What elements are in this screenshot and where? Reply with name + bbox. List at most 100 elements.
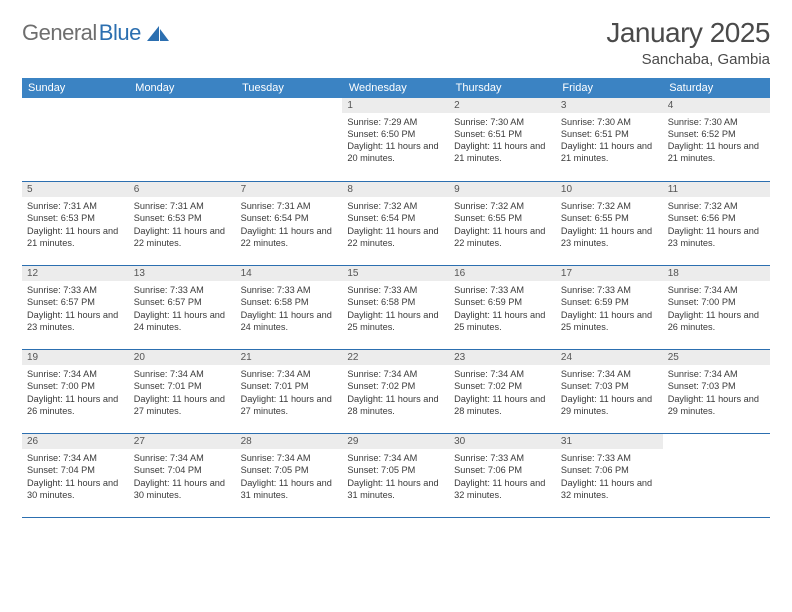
cell-line: Sunset: 6:51 PM (561, 128, 658, 140)
calendar-cell: 21Sunrise: 7:34 AMSunset: 7:01 PMDayligh… (236, 350, 343, 434)
cell-line: Daylight: 11 hours and 25 minutes. (561, 309, 658, 333)
day-header: Friday (556, 78, 663, 98)
cell-body: Sunrise: 7:33 AMSunset: 7:06 PMDaylight:… (556, 449, 663, 503)
cell-body: Sunrise: 7:31 AMSunset: 6:53 PMDaylight:… (129, 197, 236, 251)
cell-line: Daylight: 11 hours and 21 minutes. (27, 225, 124, 249)
cell-body: Sunrise: 7:34 AMSunset: 7:01 PMDaylight:… (129, 365, 236, 419)
cell-line: Sunrise: 7:34 AM (668, 284, 765, 296)
cell-line: Sunrise: 7:33 AM (134, 284, 231, 296)
day-header: Sunday (22, 78, 129, 98)
cell-date: 19 (22, 350, 129, 365)
cell-body: Sunrise: 7:34 AMSunset: 7:03 PMDaylight:… (556, 365, 663, 419)
cell-line: Sunset: 6:59 PM (561, 296, 658, 308)
calendar-cell: 7Sunrise: 7:31 AMSunset: 6:54 PMDaylight… (236, 182, 343, 266)
cell-line: Daylight: 11 hours and 27 minutes. (241, 393, 338, 417)
cell-body: Sunrise: 7:34 AMSunset: 7:04 PMDaylight:… (22, 449, 129, 503)
cell-date: 29 (342, 434, 449, 449)
calendar-cell: 25Sunrise: 7:34 AMSunset: 7:03 PMDayligh… (663, 350, 770, 434)
cell-line: Sunset: 7:05 PM (347, 464, 444, 476)
cell-date: 30 (449, 434, 556, 449)
cell-date: 28 (236, 434, 343, 449)
cell-line: Sunset: 6:54 PM (241, 212, 338, 224)
logo-text-blue: Blue (99, 20, 141, 46)
cell-body: Sunrise: 7:32 AMSunset: 6:56 PMDaylight:… (663, 197, 770, 251)
calendar-cell: 5Sunrise: 7:31 AMSunset: 6:53 PMDaylight… (22, 182, 129, 266)
cell-body: Sunrise: 7:34 AMSunset: 7:00 PMDaylight:… (663, 281, 770, 335)
calendar-cell: 18Sunrise: 7:34 AMSunset: 7:00 PMDayligh… (663, 266, 770, 350)
cell-date: 2 (449, 98, 556, 113)
cell-line: Daylight: 11 hours and 26 minutes. (668, 309, 765, 333)
cell-line: Daylight: 11 hours and 31 minutes. (347, 477, 444, 501)
cell-line: Sunset: 7:03 PM (668, 380, 765, 392)
cell-line: Sunrise: 7:29 AM (347, 116, 444, 128)
cell-line: Daylight: 11 hours and 22 minutes. (454, 225, 551, 249)
cell-date: 26 (22, 434, 129, 449)
cell-line: Daylight: 11 hours and 24 minutes. (241, 309, 338, 333)
calendar-cell: 20Sunrise: 7:34 AMSunset: 7:01 PMDayligh… (129, 350, 236, 434)
logo-text-gray: General (22, 20, 97, 46)
cell-line: Sunset: 7:01 PM (241, 380, 338, 392)
cell-body: Sunrise: 7:33 AMSunset: 6:57 PMDaylight:… (129, 281, 236, 335)
cell-date: 22 (342, 350, 449, 365)
cell-line: Daylight: 11 hours and 21 minutes. (561, 140, 658, 164)
day-header: Wednesday (342, 78, 449, 98)
cell-line: Sunrise: 7:33 AM (454, 452, 551, 464)
cell-line: Sunset: 6:53 PM (27, 212, 124, 224)
cell-line: Sunrise: 7:32 AM (347, 200, 444, 212)
cell-date: 14 (236, 266, 343, 281)
cell-body: Sunrise: 7:33 AMSunset: 7:06 PMDaylight:… (449, 449, 556, 503)
cell-line: Sunset: 6:53 PM (134, 212, 231, 224)
calendar-cell (22, 98, 129, 182)
cell-line: Daylight: 11 hours and 23 minutes. (668, 225, 765, 249)
cell-date: 18 (663, 266, 770, 281)
cell-line: Sunrise: 7:34 AM (668, 368, 765, 380)
cell-line: Sunset: 6:51 PM (454, 128, 551, 140)
calendar-cell: 24Sunrise: 7:34 AMSunset: 7:03 PMDayligh… (556, 350, 663, 434)
calendar-cell: 2Sunrise: 7:30 AMSunset: 6:51 PMDaylight… (449, 98, 556, 182)
cell-date: 17 (556, 266, 663, 281)
cell-date: 1 (342, 98, 449, 113)
cell-date: 31 (556, 434, 663, 449)
cell-body: Sunrise: 7:34 AMSunset: 7:02 PMDaylight:… (342, 365, 449, 419)
cell-line: Daylight: 11 hours and 30 minutes. (134, 477, 231, 501)
cell-line: Daylight: 11 hours and 22 minutes. (347, 225, 444, 249)
cell-body: Sunrise: 7:33 AMSunset: 6:58 PMDaylight:… (342, 281, 449, 335)
cell-line: Daylight: 11 hours and 32 minutes. (561, 477, 658, 501)
cell-body: Sunrise: 7:34 AMSunset: 7:05 PMDaylight:… (236, 449, 343, 503)
cell-body: Sunrise: 7:34 AMSunset: 7:01 PMDaylight:… (236, 365, 343, 419)
calendar-cell: 22Sunrise: 7:34 AMSunset: 7:02 PMDayligh… (342, 350, 449, 434)
calendar-week-row: 19Sunrise: 7:34 AMSunset: 7:00 PMDayligh… (22, 350, 770, 434)
cell-line: Daylight: 11 hours and 20 minutes. (347, 140, 444, 164)
calendar-cell: 27Sunrise: 7:34 AMSunset: 7:04 PMDayligh… (129, 434, 236, 518)
cell-line: Sunrise: 7:31 AM (241, 200, 338, 212)
cell-date: 7 (236, 182, 343, 197)
calendar-cell: 15Sunrise: 7:33 AMSunset: 6:58 PMDayligh… (342, 266, 449, 350)
cell-line: Daylight: 11 hours and 21 minutes. (454, 140, 551, 164)
cell-body: Sunrise: 7:33 AMSunset: 6:59 PMDaylight:… (449, 281, 556, 335)
cell-body: Sunrise: 7:29 AMSunset: 6:50 PMDaylight:… (342, 113, 449, 167)
cell-line: Daylight: 11 hours and 24 minutes. (134, 309, 231, 333)
cell-body: Sunrise: 7:32 AMSunset: 6:55 PMDaylight:… (449, 197, 556, 251)
cell-line: Sunrise: 7:34 AM (347, 452, 444, 464)
cell-body: Sunrise: 7:30 AMSunset: 6:51 PMDaylight:… (449, 113, 556, 167)
cell-body: Sunrise: 7:33 AMSunset: 6:57 PMDaylight:… (22, 281, 129, 335)
cell-line: Sunrise: 7:33 AM (27, 284, 124, 296)
cell-date: 12 (22, 266, 129, 281)
day-header: Thursday (449, 78, 556, 98)
cell-line: Sunrise: 7:30 AM (454, 116, 551, 128)
cell-line: Sunrise: 7:34 AM (27, 368, 124, 380)
cell-line: Daylight: 11 hours and 23 minutes. (27, 309, 124, 333)
cell-line: Daylight: 11 hours and 28 minutes. (454, 393, 551, 417)
cell-body: Sunrise: 7:33 AMSunset: 6:59 PMDaylight:… (556, 281, 663, 335)
cell-line: Sunrise: 7:32 AM (668, 200, 765, 212)
calendar-header-row: Sunday Monday Tuesday Wednesday Thursday… (22, 78, 770, 98)
cell-body: Sunrise: 7:30 AMSunset: 6:51 PMDaylight:… (556, 113, 663, 167)
cell-line: Sunset: 7:02 PM (347, 380, 444, 392)
title-block: January 2025 Sanchaba, Gambia (606, 18, 770, 68)
calendar-table: Sunday Monday Tuesday Wednesday Thursday… (22, 78, 770, 519)
cell-date: 5 (22, 182, 129, 197)
cell-line: Daylight: 11 hours and 28 minutes. (347, 393, 444, 417)
cell-body: Sunrise: 7:32 AMSunset: 6:54 PMDaylight:… (342, 197, 449, 251)
cell-line: Sunrise: 7:34 AM (561, 368, 658, 380)
cell-line: Sunrise: 7:32 AM (561, 200, 658, 212)
